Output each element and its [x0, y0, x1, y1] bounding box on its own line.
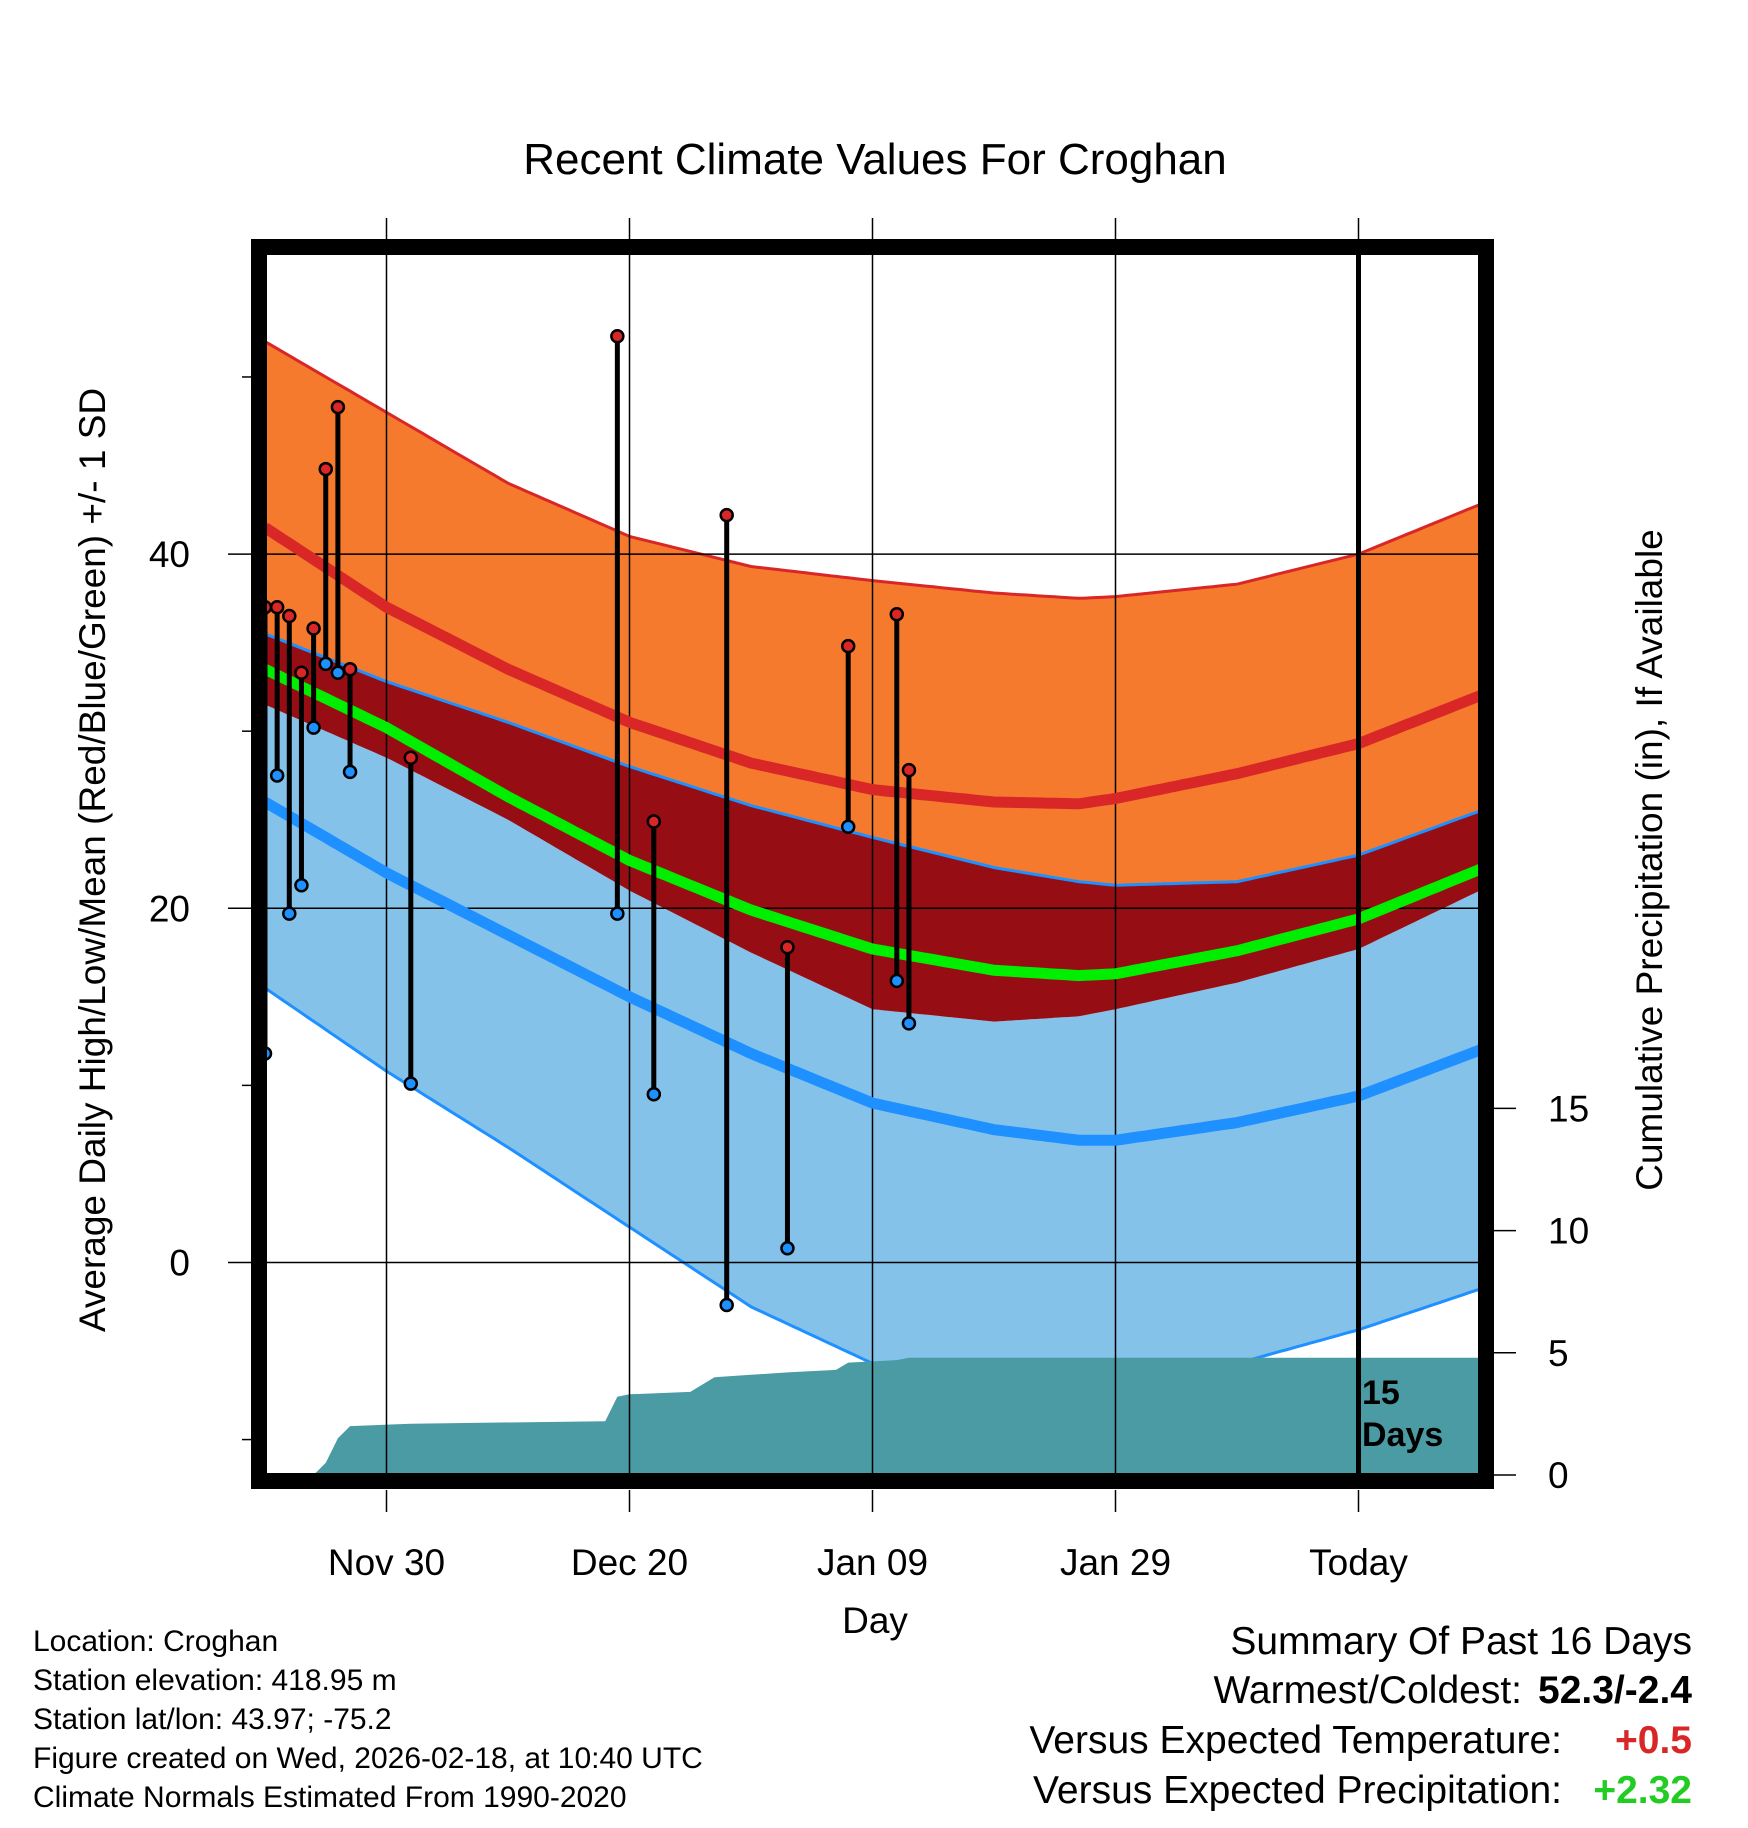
observed-high-point [294, 665, 309, 680]
observed-low-point [780, 1241, 795, 1256]
observed-high-point [403, 750, 419, 765]
temp-anomaly-value: +0.5 [1615, 1719, 1692, 1762]
latlon-text: Station lat/lon: 43.97; -75.2 [33, 1703, 392, 1736]
observed-high-point [342, 661, 358, 677]
observed-low-point [306, 720, 321, 735]
x-tick-label: Nov 30 [328, 1542, 445, 1583]
plot-frame [251, 239, 1494, 1489]
observed-low-point [719, 1297, 734, 1313]
observed-low-point [901, 1016, 917, 1031]
x-tick-label: Today [1309, 1542, 1408, 1583]
observed-high-point [901, 762, 917, 778]
y-tick-label: 0 [169, 1242, 190, 1283]
chart-title: Recent Climate Values For Croghan [523, 135, 1227, 184]
normal-mean-line [265, 664, 1480, 982]
overlap-band [265, 633, 1480, 1022]
observed-high-point [318, 461, 333, 477]
observed-low-point [282, 906, 297, 921]
precip-anomaly-value: +2.32 [1593, 1769, 1692, 1812]
observed-high-point [269, 599, 285, 615]
observed-high-point [646, 814, 662, 829]
summary-title: Summary Of Past 16 Days [1230, 1620, 1692, 1663]
observed-low-point [889, 973, 905, 989]
station-info: Location: Croghan Station elevation: 418… [33, 1622, 703, 1817]
recent-days-label: 15 Days [1362, 1374, 1443, 1454]
observed-high-point [889, 607, 905, 622]
axes: Nov 30 Dec 20 Jan 09 Jan 29 Today 0 20 40 0 5 10 15 [149, 218, 1589, 1583]
location-text: Location: Croghan [33, 1625, 279, 1658]
x-tick-label: Jan 09 [817, 1542, 928, 1583]
observed-low-point [294, 878, 309, 893]
y2-axis-label: Cumulative Precipitation (in), If Availa… [1629, 529, 1670, 1191]
x-tick-label: Dec 20 [571, 1542, 688, 1583]
observed-high-point [306, 621, 321, 636]
observed-high-point [719, 507, 734, 523]
observed-high-point [780, 939, 795, 955]
x-tick-label: Jan 29 [1060, 1542, 1171, 1583]
warmest-coldest-value: 52.3/-2.4 [1538, 1669, 1692, 1712]
y-tick-label: 20 [149, 888, 190, 929]
observed-low-point [610, 906, 625, 921]
x-axis-label: Day [842, 1600, 908, 1641]
observations [265, 328, 917, 1313]
elevation-text: Station elevation: 418.95 m [33, 1664, 397, 1697]
normals-text: Climate Normals Estimated From 1990-2020 [33, 1781, 627, 1814]
summary-panel: Summary Of Past 16 Days Warmest/Coldest:… [1029, 1618, 1692, 1816]
observed-low-point [646, 1086, 662, 1102]
observed-low-point [403, 1076, 419, 1091]
y2-tick-label: 10 [1548, 1211, 1589, 1252]
normal-high-line [265, 522, 1480, 810]
temp-anomaly-label: Versus Expected Temperature: [1029, 1719, 1562, 1762]
observed-low-point [269, 768, 285, 783]
observed-high-point [282, 608, 297, 624]
observed-high-point [840, 638, 856, 654]
observed-high-point [610, 328, 625, 344]
normal-low-line [265, 797, 1480, 1146]
y2-tick-label: 5 [1548, 1333, 1569, 1374]
observed-low-point [840, 819, 856, 835]
y2-tick-label: 0 [1548, 1455, 1569, 1496]
observed-low-point [342, 764, 358, 780]
created-text: Figure created on Wed, 2026-02-18, at 10… [33, 1742, 703, 1775]
observed-low-point [318, 656, 333, 672]
y-axis-label: Average Daily High/Low/Mean (Red/Blue/Gr… [72, 388, 113, 1332]
warmest-coldest-label: Warmest/Coldest: [1213, 1669, 1522, 1712]
precip-anomaly-label: Versus Expected Precipitation: [1033, 1769, 1562, 1812]
observed-low-point [330, 665, 346, 680]
y2-tick-label: 15 [1548, 1088, 1589, 1129]
observed-high-point [330, 399, 346, 415]
y-tick-label: 40 [149, 534, 190, 575]
